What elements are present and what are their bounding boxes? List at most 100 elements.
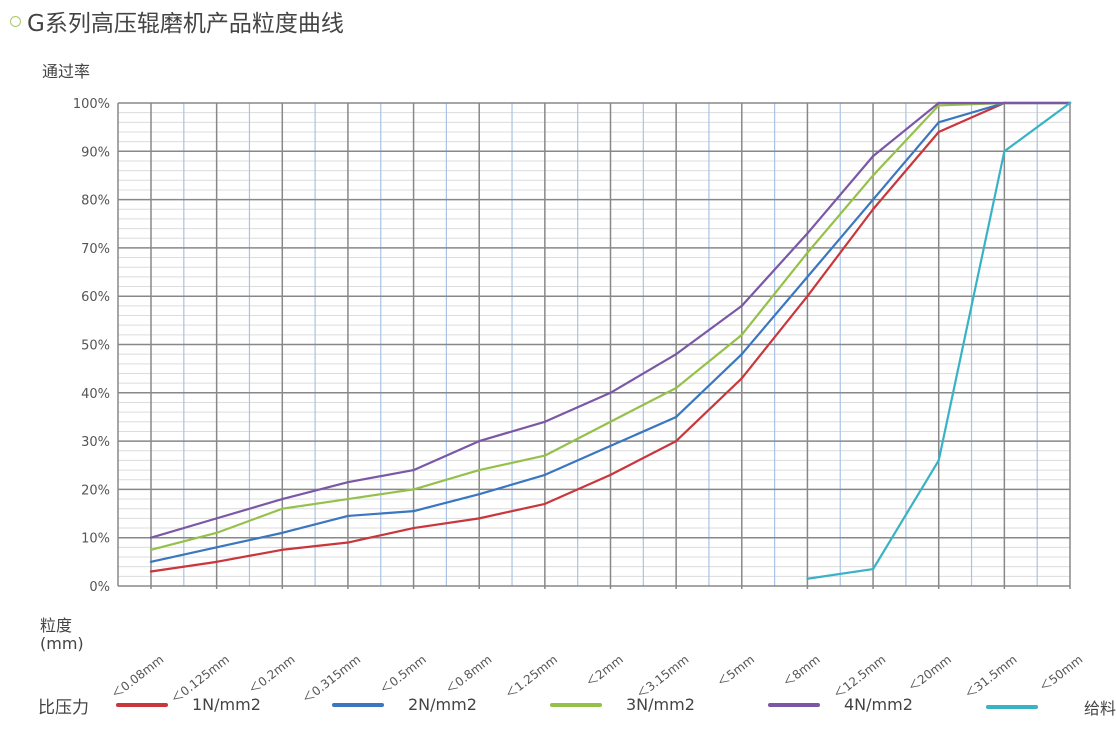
y-tick-label: 20% [81,483,110,498]
data-point [543,420,547,423]
y-axis-label: 通过率 [42,62,91,81]
y-tick-label: 60% [81,290,110,305]
bullet-circle-icon [10,15,21,27]
x-tick-label: ＜20mm [905,652,954,694]
legend-label: 1N/mm2 [192,695,261,714]
data-point [871,567,875,571]
data-point [674,415,678,419]
data-point [478,439,481,443]
data-point [412,488,415,491]
data-point [740,304,743,308]
legend-swatch [332,702,384,707]
legend-swatch [986,705,1038,709]
y-tick-label: 40% [81,387,110,402]
data-point [543,454,547,457]
data-point [478,517,481,520]
data-point [674,352,678,356]
legend-label: 给料 [1084,699,1116,718]
data-point [149,536,153,539]
data-point [740,377,743,380]
x-axis-label: 粒度 (mm) [40,617,84,653]
data-point [1068,101,1072,105]
data-point [871,208,875,211]
x-tick-label: ＜50mm [1037,652,1086,694]
data-point [215,531,218,535]
data-point [937,459,940,462]
title-text: G系列高压辊磨机产品粒度曲线 [27,11,344,37]
legend-item: 3N/mm2 [550,695,695,714]
data-point [281,531,284,535]
legend-title: 比压力 [38,698,89,718]
legend-label: 2N/mm2 [408,695,477,714]
data-point [478,493,481,496]
data-point [806,295,809,298]
data-point [937,101,940,105]
data-point [937,121,940,124]
data-point [215,517,218,520]
data-point [609,473,612,477]
legend: 比压力 1N/mm2 2N/mm2 3N/mm2 4N/mm2 给料 [38,693,1116,718]
data-point [215,560,218,564]
legend-label: 3N/mm2 [626,695,695,714]
data-point [871,154,875,158]
legend-item: 2N/mm2 [332,695,477,714]
data-point [346,541,350,544]
data-point [609,444,612,448]
data-point [215,546,218,549]
data-point [674,386,678,390]
y-tick-label: 100% [73,97,110,112]
data-point [1003,101,1006,105]
x-axis-label-line1: 粒度 [40,616,73,635]
legend-swatch [768,702,820,707]
x-tick-label: ＜2mm [583,652,626,690]
chart-title: G系列高压辊磨机产品粒度曲线 [10,4,344,38]
x-tick-label: ＜5mm [715,652,758,690]
data-point [478,468,481,472]
data-point [609,391,612,394]
legend-item: 4N/mm2 [768,695,913,714]
x-tick-label: ＜0.5mm [377,652,429,697]
data-point [609,420,612,423]
data-point [543,473,547,477]
data-point [346,480,350,484]
y-tick-label: 90% [81,145,110,160]
data-point [806,251,809,254]
y-tick-label: 30% [81,435,110,450]
data-point [543,502,547,506]
y-tick-label: 70% [81,242,110,257]
data-point [806,232,809,235]
data-point [412,509,415,513]
data-point [281,507,284,510]
data-point [346,514,350,518]
data-point [740,333,743,337]
data-point [346,497,350,501]
data-point [806,577,809,580]
data-point [281,548,284,551]
legend-item: 给料 [986,695,1116,719]
data-point [149,548,153,551]
data-point [806,275,809,279]
data-point [871,198,875,201]
legend-item: 1N/mm2 [116,695,261,714]
y-tick-label: 50% [81,339,110,354]
data-point [149,570,153,573]
legend-label: 4N/mm2 [844,695,913,714]
data-point [412,468,415,472]
y-tick-label: 0% [89,580,110,595]
data-point [281,497,284,501]
y-tick-label: 80% [81,194,110,209]
x-tick-label: ＜0.8mm [443,652,495,697]
legend-swatch [550,702,602,707]
y-tick-label: 10% [81,532,110,547]
data-point [740,352,743,356]
data-point [674,439,678,443]
data-point [412,526,415,530]
data-point [871,174,875,177]
x-tick-label: ＜8mm [780,652,823,690]
data-point [937,130,940,134]
x-axis-label-line2: (mm) [40,634,84,653]
x-tick-label: ＜0.2mm [246,652,298,697]
data-point [149,560,153,564]
data-point [1003,150,1006,153]
